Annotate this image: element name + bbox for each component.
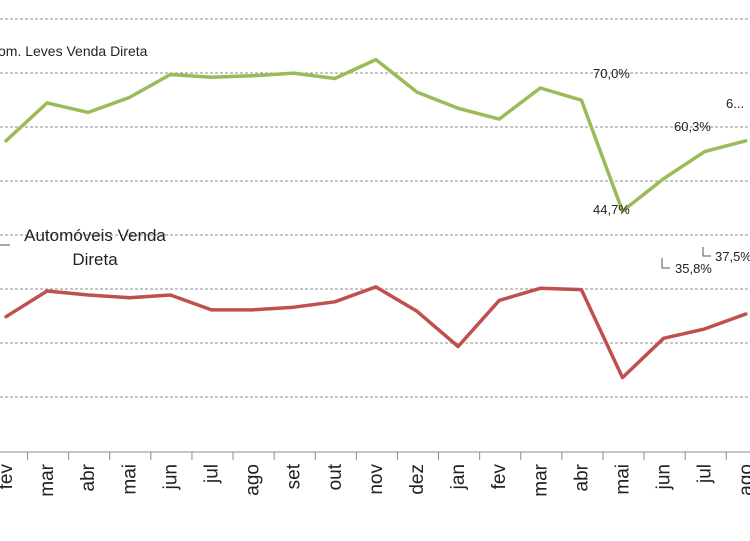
x-tick-label-2: abr	[78, 463, 99, 491]
series-0-point-16	[662, 177, 666, 181]
series-0-point-5	[210, 75, 213, 79]
series-1-point-1	[45, 289, 49, 293]
x-tick-label-1: mar	[37, 463, 58, 496]
series-0-point-14	[579, 98, 583, 102]
series-0-point-12	[497, 117, 501, 121]
x-tick-label-16: jun	[654, 464, 675, 490]
x-tick-label-14: abr	[571, 463, 592, 491]
series-1-point-12	[497, 298, 501, 302]
series-label-1-line1: Automóveis Venda	[24, 226, 166, 245]
series-0-point-18	[744, 139, 748, 143]
series-1-point-18	[744, 312, 748, 316]
series-1-point-5	[210, 308, 213, 312]
series-1-point-16	[662, 336, 666, 340]
series-1-point-4	[168, 293, 172, 297]
x-tick-label-17: jul	[695, 464, 716, 484]
series-label-1-line2: Direta	[72, 250, 118, 269]
series-0-point-6	[251, 74, 255, 78]
series-1-point-3	[127, 296, 131, 300]
series-label-0: om. Leves Venda Direta	[0, 43, 148, 59]
series-1-point-13	[538, 286, 542, 290]
series-0-point-3	[127, 95, 131, 99]
series-0-point-0	[4, 139, 8, 143]
series-0-point-9	[374, 58, 378, 62]
x-tick-label-7: set	[284, 463, 305, 489]
series-1-point-7	[292, 305, 296, 309]
series-1-point-17	[703, 327, 707, 331]
series-0-point-15	[621, 209, 624, 213]
x-tick-label-9: nov	[366, 464, 387, 495]
red-data-label-1: 35,8%	[675, 261, 712, 276]
green-data-label-2: 6...	[726, 96, 744, 111]
series-0-point-1	[45, 101, 49, 105]
series-1-point-11	[456, 344, 460, 348]
series-0-point-11	[456, 106, 460, 110]
series-1-point-14	[579, 288, 583, 292]
x-tick-label-15: mai	[613, 464, 634, 495]
red-data-label-leader-2	[702, 247, 711, 257]
x-tick-label-11: jan	[448, 464, 469, 490]
series-layer	[4, 57, 748, 380]
series-1-point-6	[251, 308, 255, 312]
x-tick-label-5: jul	[202, 464, 223, 484]
x-axis: fev mar abr mai jun jul ago set out nov dez jan fev m…	[0, 451, 750, 497]
red-data-label-leader-1	[661, 258, 670, 269]
x-tick-label-0: fev	[0, 464, 17, 490]
series-1-point-2	[86, 293, 90, 297]
x-tick-label-18: ago	[736, 464, 750, 496]
x-tick-label-8: out	[325, 463, 346, 490]
green-data-label-0: 70,0%	[593, 66, 630, 81]
series-1-point-0	[4, 315, 8, 319]
x-tick-label-10: dez	[407, 464, 428, 495]
series-1-point-8	[333, 300, 337, 304]
series-1-point-10	[415, 309, 419, 313]
series-line-1	[4, 285, 748, 380]
series-0-point-2	[86, 110, 90, 114]
series-0-point-10	[415, 90, 419, 94]
series-0-point-8	[333, 77, 337, 81]
red-data-label-2: 37,5%	[715, 249, 750, 264]
red-data-label-0: 44,7%	[593, 202, 630, 217]
x-tick-label-12: fev	[489, 464, 510, 490]
x-tick-label-3: mai	[119, 464, 140, 495]
x-tick-label-13: mar	[530, 463, 551, 496]
labels-layer: om. Leves Venda Direta Automóveis Venda Di…	[0, 43, 750, 276]
series-0-point-7	[292, 71, 296, 75]
x-tick-label-6: ago	[243, 464, 264, 496]
gridlines	[0, 18, 750, 398]
series-line-0	[4, 57, 748, 213]
series-0-point-13	[538, 86, 542, 90]
series-0-point-4	[168, 72, 172, 76]
series-1-point-15	[621, 376, 624, 380]
series-1-point-9	[374, 285, 378, 289]
series-0-point-17	[703, 150, 707, 154]
green-data-label-1: 60,3%	[674, 119, 711, 134]
x-tick-label-4: jun	[160, 464, 181, 490]
